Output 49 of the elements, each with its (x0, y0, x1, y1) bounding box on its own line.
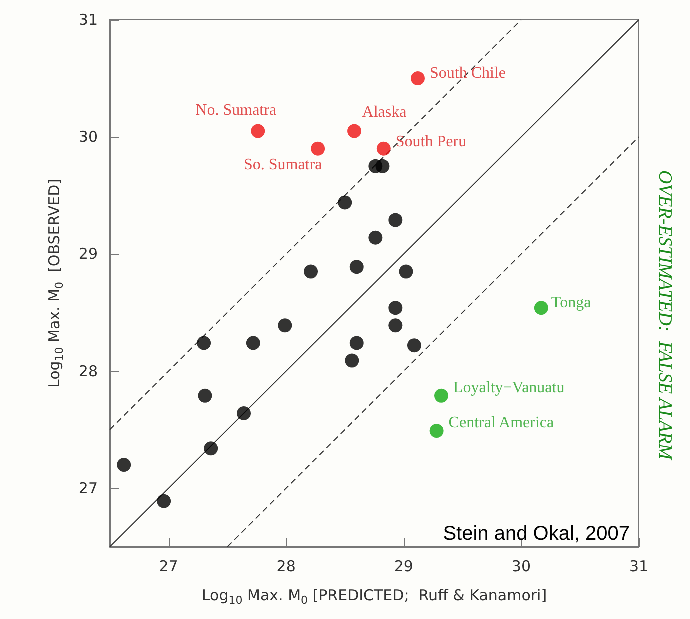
point (204, 442, 218, 456)
y-axis-title: Log10 Max. M0 [OBSERVED] (46, 178, 66, 388)
annotation: South Peru (396, 133, 467, 150)
y-tick-label: 27 (78, 479, 98, 498)
point (430, 424, 444, 438)
x-tick-label: 27 (159, 558, 178, 576)
point (157, 494, 172, 508)
point (345, 354, 360, 368)
y-tick-label: 29 (78, 245, 98, 264)
point (311, 142, 326, 156)
annotation: Alaska (362, 104, 407, 121)
y-tick-label: 30 (78, 128, 98, 146)
x-tick-label: 29 (394, 558, 414, 576)
point (278, 318, 292, 333)
point (251, 124, 266, 138)
annotation: Central America (448, 414, 554, 432)
annotation: So. Sumatra (244, 156, 322, 174)
point (434, 388, 449, 403)
y-tick-label: 28 (78, 362, 98, 380)
point (304, 264, 318, 279)
x-tick-label: 31 (629, 558, 649, 576)
annotation: No. Sumatra (196, 102, 277, 119)
annotation: Stein and Okal, 2007 (443, 523, 630, 545)
point (376, 159, 390, 174)
point (407, 338, 422, 353)
x-tick-label: 30 (512, 558, 531, 576)
point (237, 406, 252, 420)
point (350, 336, 364, 350)
annotation: South Chile (430, 65, 506, 82)
point (117, 458, 132, 472)
annotation: Loyalty−Vanuatu (454, 379, 565, 396)
point (534, 301, 548, 316)
point (376, 142, 391, 156)
x-tick-label: 28 (276, 558, 296, 576)
point (388, 301, 403, 316)
text: OVER-ESTIMATED: FALSE ALARM (654, 170, 676, 461)
point (350, 260, 364, 274)
point (338, 196, 352, 210)
point (399, 264, 414, 279)
point (348, 124, 362, 138)
annotation: Tonga (551, 294, 592, 312)
point (411, 72, 425, 86)
point (368, 230, 383, 245)
point (246, 336, 260, 350)
point (388, 213, 403, 228)
point (388, 318, 403, 333)
y-tick-label: 31 (78, 11, 98, 29)
point (197, 336, 212, 350)
point (198, 388, 212, 403)
